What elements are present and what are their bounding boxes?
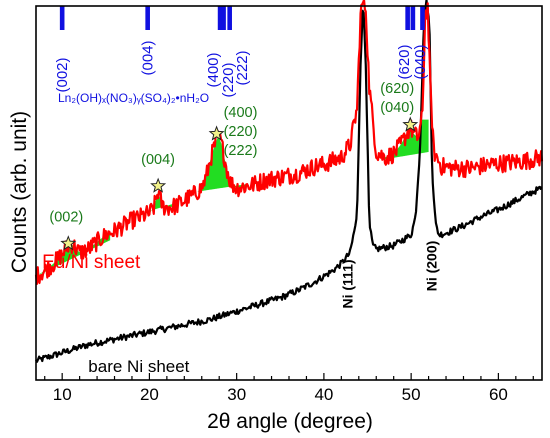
reference-line xyxy=(217,6,223,30)
x-tick-label: 20 xyxy=(140,385,159,404)
star-peak-label: (002) xyxy=(49,210,83,226)
compound-formula: Ln₂(OH)ₓ(NO₃)ᵧ(SO₄)₂•nH₂O xyxy=(58,91,209,105)
green-fill-region xyxy=(197,137,246,192)
series-label: Eu/Ni sheet xyxy=(42,252,141,273)
reference-lines-layer: (002) (004) (400)(220)(222) (620)(040)Ln₂(O… xyxy=(54,6,429,105)
star-marker xyxy=(60,235,77,251)
x-tick-label: 30 xyxy=(227,385,246,404)
x-tick-label: 40 xyxy=(314,385,333,404)
series-line-bare-ni xyxy=(35,0,543,363)
ni-peak-label: Ni (200) xyxy=(423,241,439,292)
reference-line xyxy=(410,6,416,30)
x-axis-label: 2θ angle (degree) xyxy=(207,410,373,433)
series-line-eu-ni xyxy=(34,0,544,286)
reference-line xyxy=(420,6,425,30)
reference-label: (004) xyxy=(140,40,157,75)
star-marker xyxy=(208,125,225,141)
star-peak-label: (400) xyxy=(224,105,258,121)
reference-label: (220) xyxy=(220,62,237,97)
star-peak-label: (220) xyxy=(224,124,258,140)
star-peak-label: (222) xyxy=(224,143,258,159)
reference-line xyxy=(59,6,65,30)
annotation-layer: (002) (004) (400) (220) (222) (620) (040) Ni (1… xyxy=(42,81,439,376)
ni-peak-label: Ni (111) xyxy=(340,259,356,308)
x-axis-ticks: 10 20 30 40 50 60 xyxy=(44,373,534,404)
series-label: bare Ni sheet xyxy=(88,357,189,376)
star-marker xyxy=(402,116,419,132)
axes-frame xyxy=(35,5,543,381)
x-tick-label: 50 xyxy=(402,385,421,404)
plot-frame xyxy=(35,5,543,381)
x-tick-label: 10 xyxy=(53,385,72,404)
green-fill-region xyxy=(384,119,429,160)
reference-line xyxy=(221,6,226,30)
star-peak-label: (620) xyxy=(380,81,414,97)
reference-line xyxy=(145,6,150,30)
reference-label: (400) xyxy=(205,52,222,87)
star-peak-label: (004) xyxy=(141,152,175,168)
reference-line xyxy=(227,6,232,30)
series-layer xyxy=(34,0,544,363)
reference-label: (040) xyxy=(412,44,429,79)
reference-label: (002) xyxy=(54,57,71,92)
x-tick-label: 60 xyxy=(489,385,508,404)
reference-label: (620) xyxy=(396,44,413,79)
star-marker xyxy=(150,177,167,193)
y-axis-label: Counts (arb. unit) xyxy=(8,111,31,273)
star-peak-label: (040) xyxy=(380,100,414,116)
reference-label: (222) xyxy=(234,50,251,85)
reference-line xyxy=(405,6,410,30)
